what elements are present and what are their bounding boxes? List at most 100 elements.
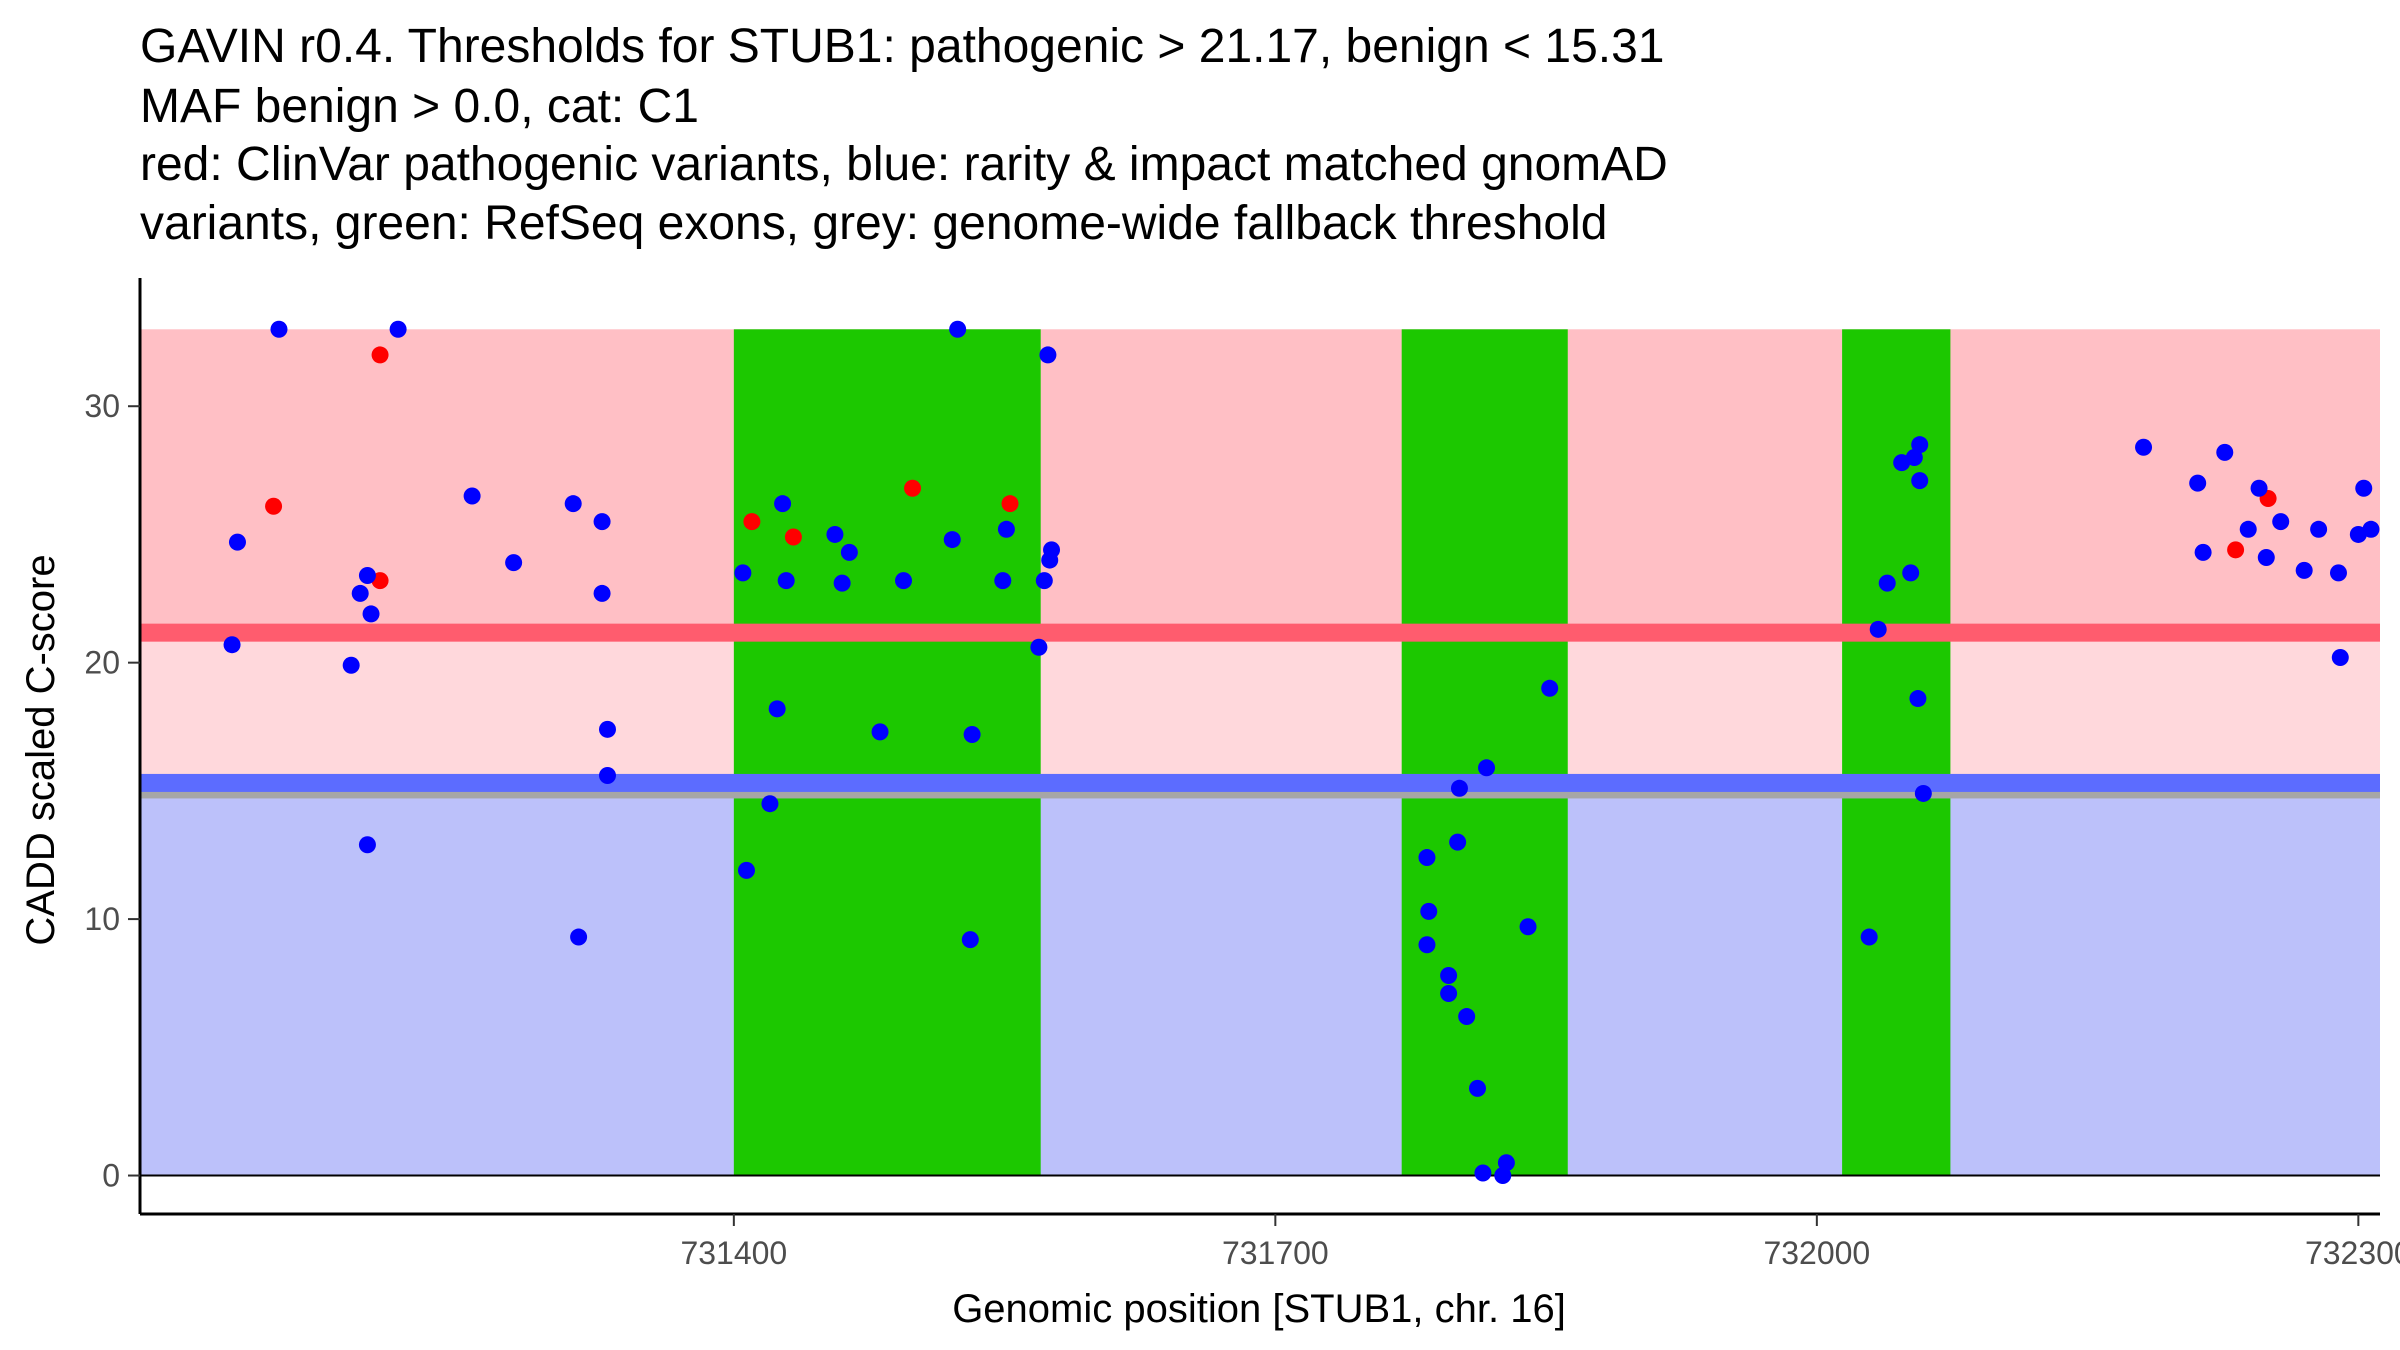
gnomad-point bbox=[871, 723, 889, 741]
gnomad-point bbox=[2239, 520, 2257, 538]
gnomad-point bbox=[1519, 918, 1537, 936]
gnomad-point bbox=[1418, 936, 1436, 954]
x-tick-label: 732300 bbox=[2305, 1235, 2400, 1271]
gnomad-point bbox=[961, 931, 979, 949]
gnomad-point bbox=[342, 656, 360, 674]
gnomad-point bbox=[734, 564, 752, 582]
gnomad-point bbox=[1860, 928, 1878, 946]
clinvar-point bbox=[904, 479, 922, 497]
gnomad-point bbox=[997, 520, 1015, 538]
gnomad-point bbox=[1440, 967, 1458, 985]
gnomad-point bbox=[1541, 679, 1559, 697]
gnomad-point bbox=[2216, 443, 2234, 461]
gnomad-point bbox=[1494, 1167, 1512, 1185]
clinvar-point bbox=[1001, 495, 1019, 513]
x-axis-label: Genomic position [STUB1, chr. 16] bbox=[952, 1287, 1566, 1331]
gnomad-point bbox=[1035, 572, 1053, 590]
gnomad-point bbox=[1440, 984, 1458, 1002]
exon-region bbox=[1842, 329, 1951, 1176]
pathogenic-zone bbox=[140, 329, 2380, 633]
gnomad-point bbox=[1869, 620, 1887, 638]
gnomad-point bbox=[593, 584, 611, 602]
threshold-lines bbox=[140, 623, 2380, 799]
gnomad-point bbox=[593, 513, 611, 531]
gnomad-point bbox=[761, 795, 779, 813]
chart-title-line-4: variants, green: RefSeq exons, grey: gen… bbox=[140, 197, 1608, 250]
gnomad-point bbox=[598, 766, 616, 784]
gnomad-point bbox=[949, 320, 967, 338]
gnomad-point bbox=[389, 320, 407, 338]
gnomad-point bbox=[1458, 1008, 1476, 1026]
y-tick-label: 30 bbox=[84, 388, 120, 424]
gnomad-point bbox=[1474, 1164, 1492, 1182]
gnomad-point bbox=[362, 605, 380, 623]
gnomad-point bbox=[358, 836, 376, 854]
gnomad-point bbox=[737, 861, 755, 879]
clinvar-point bbox=[371, 346, 389, 364]
gnomad-point bbox=[270, 320, 288, 338]
gnomad-point bbox=[1911, 472, 1929, 490]
gnomad-point bbox=[895, 572, 913, 590]
gnomad-point bbox=[826, 525, 844, 543]
gnomad-point bbox=[351, 584, 369, 602]
chart-title-line-2: MAF benign > 0.0, cat: C1 bbox=[140, 80, 699, 133]
gnomad-point bbox=[1497, 1154, 1515, 1172]
benign-threshold-line bbox=[140, 773, 2380, 792]
ticks: 0 10 20 30 731400 731700 732000 732300 bbox=[84, 388, 2400, 1271]
gnomad-point bbox=[1911, 436, 1929, 454]
gnomad-point bbox=[840, 543, 858, 561]
gnomad-point bbox=[2272, 513, 2290, 531]
gnomad-point bbox=[2355, 479, 2373, 497]
gnomad-point bbox=[2295, 561, 2313, 579]
gnomad-point bbox=[1450, 779, 1468, 797]
exon-region bbox=[733, 329, 1041, 1176]
axes bbox=[138, 278, 2380, 1216]
gnomad-point bbox=[1420, 902, 1438, 920]
gnomad-point bbox=[768, 700, 786, 718]
gnomad-point bbox=[1478, 759, 1496, 777]
x-tick-label: 732000 bbox=[1763, 1235, 1870, 1271]
gnomad-point bbox=[1043, 541, 1061, 559]
benign-zone bbox=[140, 782, 2380, 1176]
y-tick-label: 10 bbox=[84, 901, 120, 937]
gnomad-point bbox=[358, 566, 376, 584]
gnomad-point bbox=[570, 928, 588, 946]
gnomad-point bbox=[228, 533, 246, 551]
gnomad-point bbox=[598, 720, 616, 738]
gnomad-point bbox=[2250, 479, 2268, 497]
chart-title-line-1: GAVIN r0.4. Thresholds for STUB1: pathog… bbox=[140, 20, 1665, 73]
gnomad-point bbox=[2257, 549, 2275, 567]
gnomad-point bbox=[1902, 564, 1920, 582]
y-tick-label: 20 bbox=[84, 645, 120, 681]
exon-regions bbox=[733, 329, 1951, 1176]
y-tick-label: 0 bbox=[102, 1158, 120, 1194]
gnomad-point bbox=[2189, 474, 2207, 492]
gnomad-point bbox=[1449, 833, 1467, 851]
gnomad-point bbox=[1905, 449, 1923, 467]
clinvar-point bbox=[784, 528, 802, 546]
gnomad-point bbox=[1914, 784, 1932, 802]
gnomad-point bbox=[564, 495, 582, 513]
threshold-zones bbox=[140, 329, 2380, 1176]
gnomad-point bbox=[943, 531, 961, 549]
gnomad-point bbox=[1418, 849, 1436, 867]
gnomad-point bbox=[774, 495, 792, 513]
uncertain-zone bbox=[140, 632, 2380, 783]
clinvar-point bbox=[265, 497, 283, 515]
gnomad-point bbox=[2329, 564, 2347, 582]
chart-title-line-3: red: ClinVar pathogenic variants, blue: … bbox=[140, 138, 1668, 191]
gnomad-point bbox=[1039, 346, 1057, 364]
x-tick-label: 731700 bbox=[1222, 1235, 1329, 1271]
y-axis-label: CADD scaled C-score bbox=[19, 554, 63, 945]
gnomad-point bbox=[2331, 649, 2349, 667]
gnomad-point bbox=[963, 725, 981, 743]
gnomad-point bbox=[2135, 438, 2153, 456]
pathogenic-threshold-line bbox=[140, 623, 2380, 642]
data-points bbox=[223, 320, 2380, 1185]
gnomad-point bbox=[2310, 520, 2328, 538]
gnomad-point bbox=[223, 636, 241, 654]
exon-region bbox=[1401, 329, 1568, 1176]
gnomad-point bbox=[463, 487, 481, 505]
gnomad-point bbox=[2362, 520, 2380, 538]
